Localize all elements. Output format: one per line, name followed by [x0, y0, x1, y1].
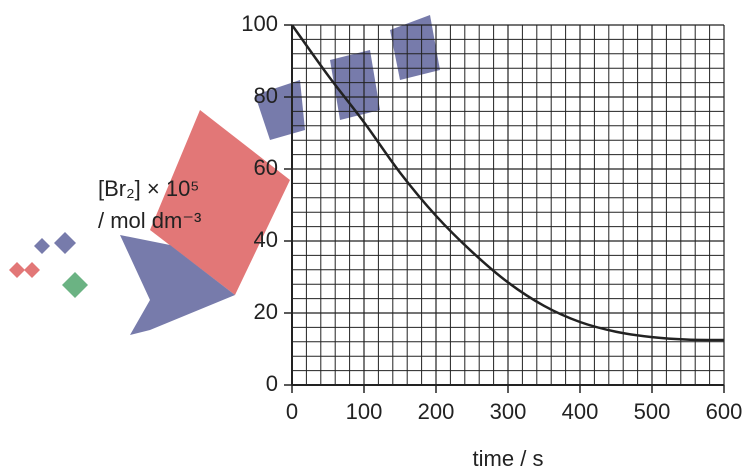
watermark-shape: [62, 272, 88, 298]
x-tick-label: 600: [706, 399, 743, 424]
y-tick-label: 20: [254, 299, 278, 324]
x-tick-label: 200: [418, 399, 455, 424]
x-axis-label: time / s: [473, 446, 544, 470]
watermark-shape: [34, 238, 50, 254]
y-tick-label: 80: [254, 83, 278, 108]
watermark: [9, 15, 440, 335]
y-axis-label: / mol dm⁻³: [98, 208, 201, 233]
y-tick-label: 40: [254, 227, 278, 252]
y-tick-label: 100: [241, 11, 278, 36]
x-tick-label: 300: [490, 399, 527, 424]
watermark-shape: [24, 262, 40, 278]
x-tick-label: 0: [286, 399, 298, 424]
x-tick-label: 500: [634, 399, 671, 424]
x-tick-label: 100: [346, 399, 383, 424]
y-axis-label: [Br₂] × 10⁵: [98, 176, 199, 201]
x-tick-label: 400: [562, 399, 599, 424]
y-tick-label: 60: [254, 155, 278, 180]
watermark-shape: [54, 232, 76, 254]
watermark-shape: [9, 262, 25, 278]
chart: [Br₂] × 10⁵ / mol dm⁻³ time / s 01002003…: [0, 0, 750, 470]
y-tick-label: 0: [266, 371, 278, 396]
